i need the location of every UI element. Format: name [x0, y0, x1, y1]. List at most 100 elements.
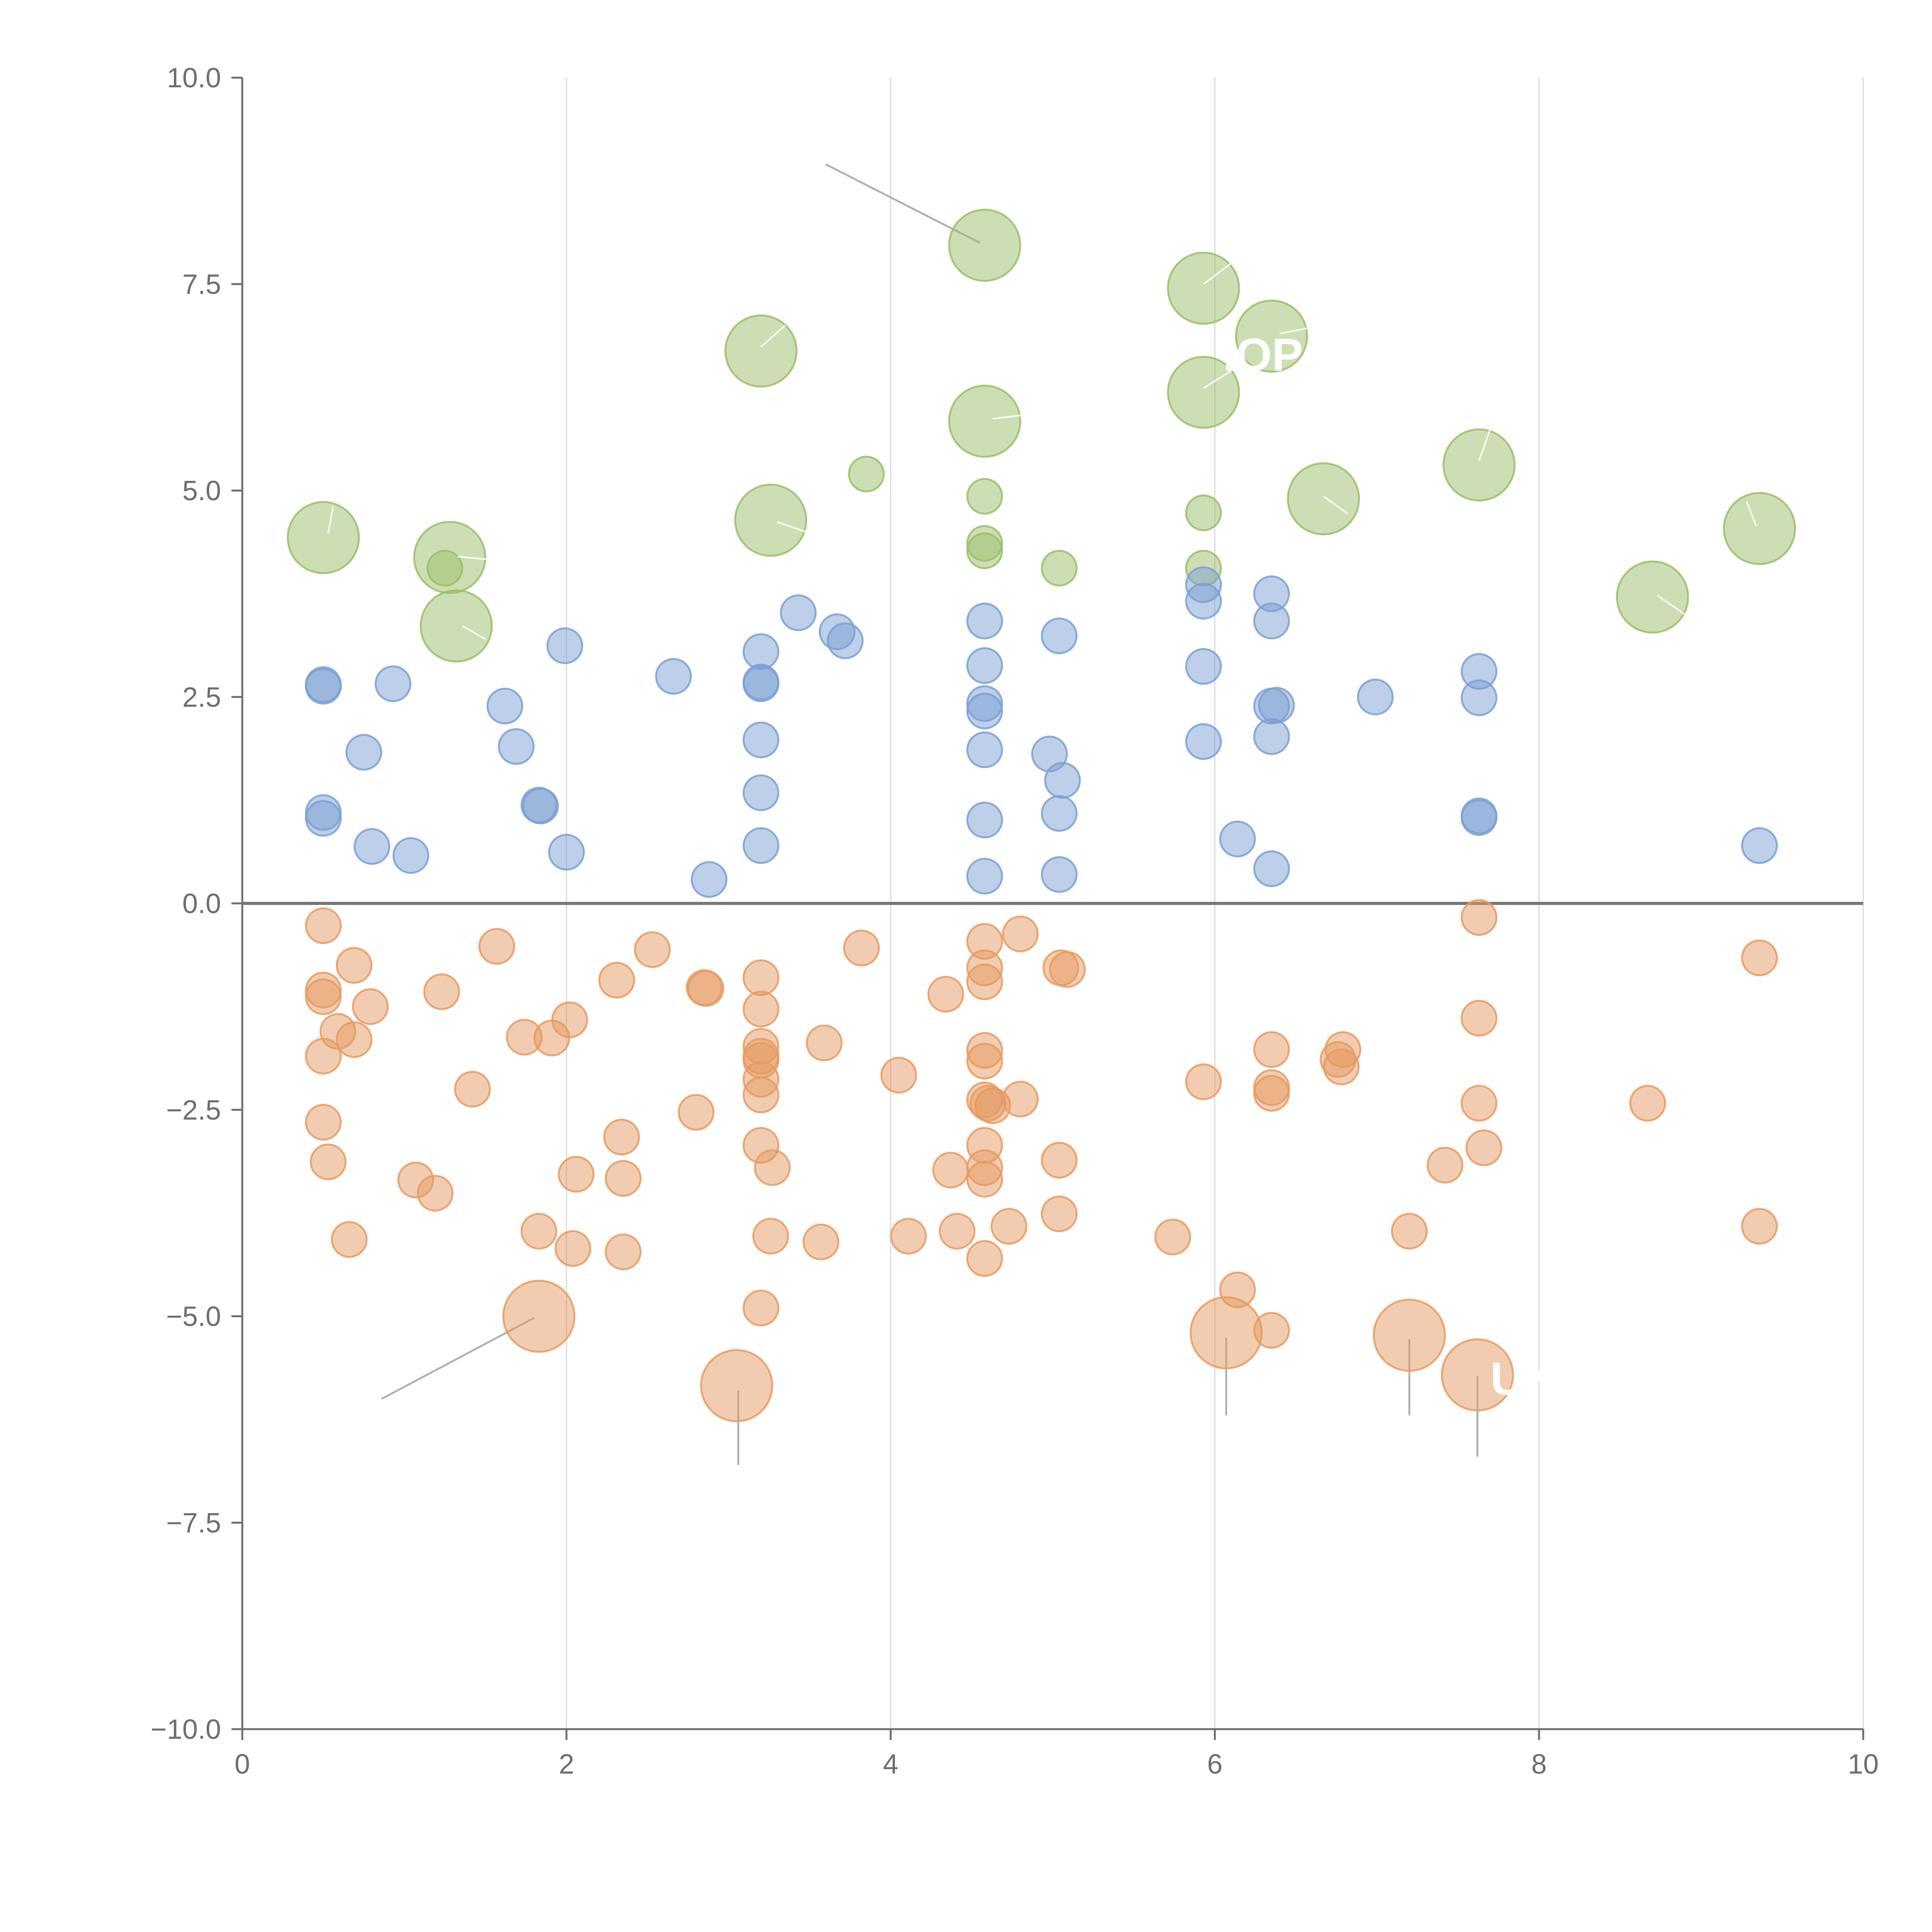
point-s1-21 — [742, 721, 779, 759]
point-s1-30 — [966, 801, 1003, 838]
y-tick-label-0: −10.0 — [151, 1714, 221, 1745]
point-s2-67 — [1002, 915, 1039, 952]
point-s0-13 — [420, 589, 493, 663]
point-s0-1 — [1167, 252, 1240, 325]
point-s2-78 — [1253, 1075, 1290, 1112]
y-tick-label-3: −2.5 — [166, 1095, 221, 1126]
x-tick-label-2: 4 — [883, 1749, 898, 1780]
x-tick-label-4: 8 — [1531, 1749, 1547, 1780]
point-s1-40 — [1185, 723, 1222, 760]
point-s1-15 — [742, 633, 779, 670]
point-s1-24 — [690, 861, 728, 898]
point-s0-14 — [848, 456, 885, 493]
data-points — [287, 209, 1796, 1422]
point-s2-2 — [1189, 1296, 1263, 1369]
annotations: IOP UNS — [1223, 329, 1588, 1405]
point-s1-20 — [827, 622, 864, 659]
point-s2-13 — [305, 1104, 342, 1141]
point-s2-28 — [603, 1119, 640, 1156]
y-tick-label-8: 10.0 — [167, 63, 221, 94]
point-s2-27 — [598, 962, 635, 999]
point-s0-6 — [1442, 428, 1516, 502]
y-tick-label-7: 7.5 — [182, 269, 221, 300]
point-s2-3 — [1372, 1299, 1446, 1372]
point-s2-1 — [700, 1349, 773, 1422]
point-s2-71 — [1041, 1142, 1078, 1179]
x-tick-label-5: 10 — [1848, 1749, 1879, 1780]
point-s2-24 — [520, 1213, 558, 1250]
point-s2-29 — [605, 1160, 642, 1197]
point-s2-17 — [417, 1175, 454, 1212]
point-s2-25 — [554, 1230, 592, 1267]
point-s0-9 — [287, 501, 360, 574]
point-s2-45 — [742, 1289, 779, 1327]
point-s2-12 — [305, 1037, 342, 1075]
axes — [231, 77, 1864, 1740]
point-s2-9 — [352, 988, 389, 1025]
point-s2-68 — [1002, 1080, 1039, 1117]
point-s2-18 — [423, 973, 460, 1010]
point-s1-36 — [1041, 856, 1078, 893]
point-s0-16 — [1185, 494, 1222, 531]
point-s2-70 — [1049, 951, 1086, 988]
point-s2-52 — [932, 1151, 969, 1189]
point-s1-23 — [742, 827, 779, 864]
point-s1-29 — [966, 731, 1003, 769]
point-s1-38 — [1185, 583, 1222, 620]
point-s1-10 — [305, 800, 342, 837]
point-s1-53 — [1741, 827, 1778, 864]
point-s2-85 — [1461, 899, 1498, 936]
point-s2-43 — [754, 1149, 791, 1186]
point-s0-15 — [966, 478, 1003, 515]
light-leader-4 — [993, 413, 1029, 420]
point-s1-48 — [1357, 679, 1394, 716]
point-s2-44 — [752, 1218, 789, 1255]
point-s1-8 — [522, 787, 559, 825]
point-s1-31 — [966, 857, 1003, 895]
light-leader-11 — [1657, 595, 1685, 615]
point-s1-5 — [345, 734, 383, 771]
point-s2-90 — [1741, 939, 1778, 976]
point-s2-56 — [966, 963, 1003, 1000]
point-s2-8 — [335, 947, 372, 984]
point-s2-47 — [806, 1024, 843, 1061]
point-s2-15 — [331, 1221, 368, 1258]
light-leader-1 — [1279, 327, 1309, 335]
point-s2-32 — [678, 1094, 715, 1131]
point-s1-28 — [966, 692, 1003, 730]
point-s1-22 — [742, 774, 779, 811]
y-tick-label-2: −5.0 — [166, 1301, 221, 1332]
point-s0-3 — [724, 314, 798, 388]
point-s2-72 — [1041, 1196, 1078, 1233]
point-s2-30 — [605, 1233, 642, 1270]
point-s1-52 — [1461, 799, 1498, 836]
light-leader-6 — [1323, 495, 1349, 514]
point-s0-2 — [1235, 299, 1308, 373]
point-s1-42 — [1253, 602, 1290, 639]
point-s1-44 — [1258, 687, 1295, 724]
point-s1-50 — [1461, 679, 1498, 716]
point-s2-23 — [551, 1001, 588, 1038]
point-s2-34 — [687, 970, 724, 1007]
point-s2-76 — [1253, 1031, 1290, 1068]
y-tick-labels: −10.0 −7.5 −5.0 −2.5 0.0 2.5 5.0 7.5 10.0 — [151, 63, 221, 1745]
light-leader-3 — [1203, 370, 1232, 389]
point-s1-2 — [374, 665, 412, 702]
point-s0-18 — [966, 532, 1003, 570]
point-s0-8 — [1723, 492, 1796, 565]
light-leader-9 — [777, 521, 818, 537]
point-s1-11 — [354, 828, 391, 865]
point-s2-0 — [502, 1280, 576, 1353]
point-s1-32 — [1041, 617, 1078, 655]
point-s0-12 — [1616, 560, 1689, 634]
point-s1-46 — [1219, 820, 1256, 857]
light-leader-lines — [327, 263, 1757, 640]
point-s0-19 — [1041, 549, 1078, 587]
point-s2-5 — [305, 907, 342, 944]
y-tick-label-4: 0.0 — [182, 888, 221, 919]
point-s0-0 — [948, 209, 1021, 282]
point-s2-4 — [1441, 1338, 1514, 1412]
point-s1-17 — [742, 663, 779, 701]
